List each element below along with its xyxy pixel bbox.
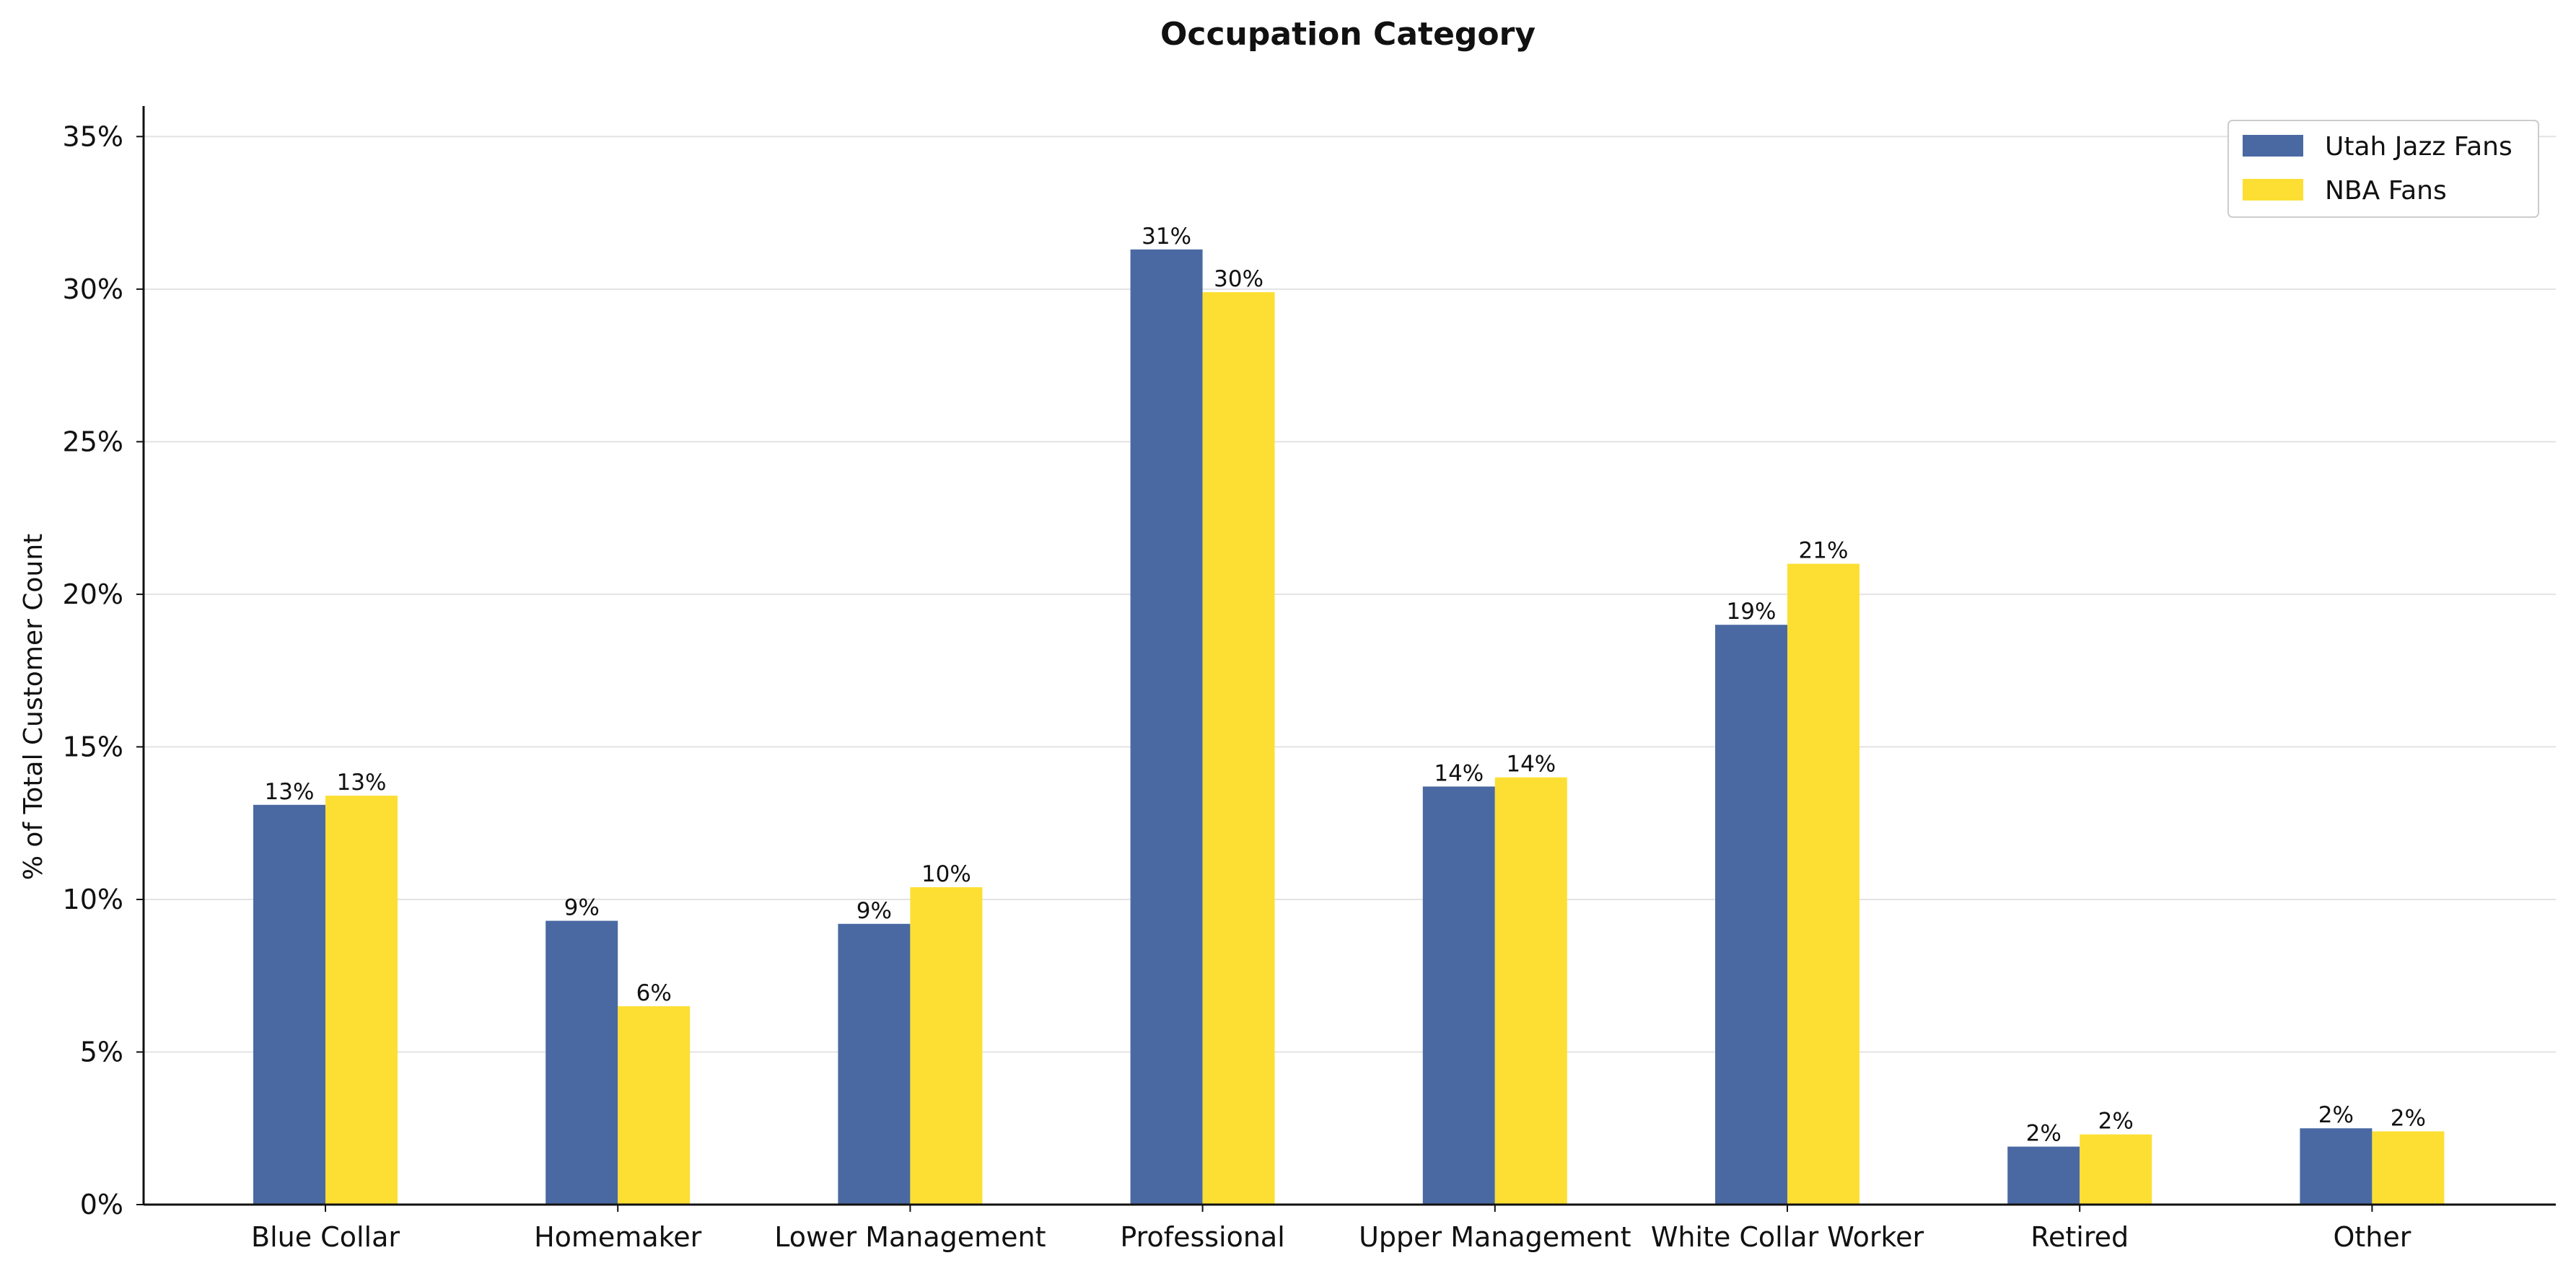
bar-nba-fans: [1494, 777, 1567, 1205]
y-ticks: 0% 5% 10% 15% 20% 25% 30% 35%: [63, 120, 144, 1220]
data-label-utah-jazz-fans: 2%: [2026, 1121, 2062, 1147]
x-tick-label: White Collar Worker: [1651, 1221, 1924, 1253]
bar-nba-fans: [910, 887, 983, 1205]
bar-nba-fans: [1202, 292, 1275, 1205]
legend: Utah Jazz Fans NBA Fans: [2227, 120, 2539, 218]
data-labels: 13% 13% 9% 6% 9% 10% 31% 30% 14% 14% 19% 21% 2% 2% 2% 2…: [265, 224, 2426, 1147]
y-axis-label: % of Total Customer Count: [19, 534, 48, 881]
data-label-utah-jazz-fans: 31%: [1142, 224, 1191, 250]
legend-swatch-nba-fans: [2243, 179, 2303, 201]
data-label-nba-fans: 10%: [921, 861, 971, 887]
data-label-nba-fans: 2%: [2098, 1109, 2134, 1135]
bar-nba-fans: [1787, 563, 1859, 1205]
data-label-nba-fans: 30%: [1214, 266, 1263, 292]
grid-lines: [144, 136, 2556, 1053]
data-label-nba-fans: 2%: [2391, 1105, 2426, 1131]
x-ticks: Blue Collar Homemaker Lower Management Prof…: [251, 1205, 2411, 1253]
legend-label-nba-fans: NBA Fans: [2325, 176, 2447, 206]
bar-nba-fans: [2372, 1131, 2445, 1205]
bar-utah-jazz-fans: [1422, 786, 1495, 1205]
legend-box: [2227, 120, 2539, 218]
bar-utah-jazz-fans: [838, 923, 911, 1205]
data-label-nba-fans: 14%: [1506, 752, 1556, 778]
bar-utah-jazz-fans: [1130, 249, 1203, 1205]
data-label-nba-fans: 6%: [636, 980, 672, 1006]
data-label-utah-jazz-fans: 19%: [1727, 599, 1777, 625]
bar-utah-jazz-fans: [2300, 1128, 2373, 1205]
data-label-utah-jazz-fans: 9%: [564, 895, 600, 921]
data-label-nba-fans: 21%: [1799, 538, 1849, 564]
bar-utah-jazz-fans: [2007, 1146, 2080, 1205]
bar-utah-jazz-fans: [1715, 625, 1787, 1205]
axes: [142, 106, 2556, 1206]
bar-utah-jazz-fans: [546, 920, 618, 1205]
bar-nba-fans: [325, 796, 398, 1205]
data-label-utah-jazz-fans: 13%: [265, 779, 315, 805]
x-tick-label: Homemaker: [534, 1221, 702, 1253]
legend-label-utah-jazz-fans: Utah Jazz Fans: [2325, 132, 2513, 162]
y-tick-label: 20%: [63, 578, 123, 610]
x-tick-label: Lower Management: [774, 1221, 1046, 1253]
y-tick-label: 5%: [80, 1036, 123, 1068]
x-tick-label: Upper Management: [1359, 1221, 1631, 1253]
x-tick-label: Retired: [2030, 1221, 2129, 1253]
bar-utah-jazz-fans: [253, 804, 325, 1205]
x-tick-label: Blue Collar: [251, 1221, 400, 1253]
y-tick-label: 30%: [63, 273, 123, 305]
y-tick-label: 10%: [63, 884, 123, 915]
data-label-utah-jazz-fans: 14%: [1434, 760, 1484, 786]
y-tick-label: 0%: [80, 1189, 123, 1220]
x-tick-label: Professional: [1120, 1221, 1284, 1253]
bar-nba-fans: [618, 1006, 691, 1205]
legend-swatch-utah-jazz-fans: [2243, 135, 2303, 157]
y-tick-label: 25%: [63, 426, 123, 457]
data-label-utah-jazz-fans: 9%: [857, 898, 892, 924]
y-tick-label: 15%: [63, 731, 123, 762]
data-label-utah-jazz-fans: 2%: [2318, 1102, 2354, 1128]
y-tick-label: 35%: [63, 120, 123, 152]
chart-title: Occupation Category: [1160, 16, 1535, 53]
x-tick-label: Other: [2333, 1221, 2411, 1253]
bar-nba-fans: [2080, 1134, 2152, 1205]
data-label-nba-fans: 13%: [337, 770, 387, 796]
bars: [253, 249, 2445, 1205]
